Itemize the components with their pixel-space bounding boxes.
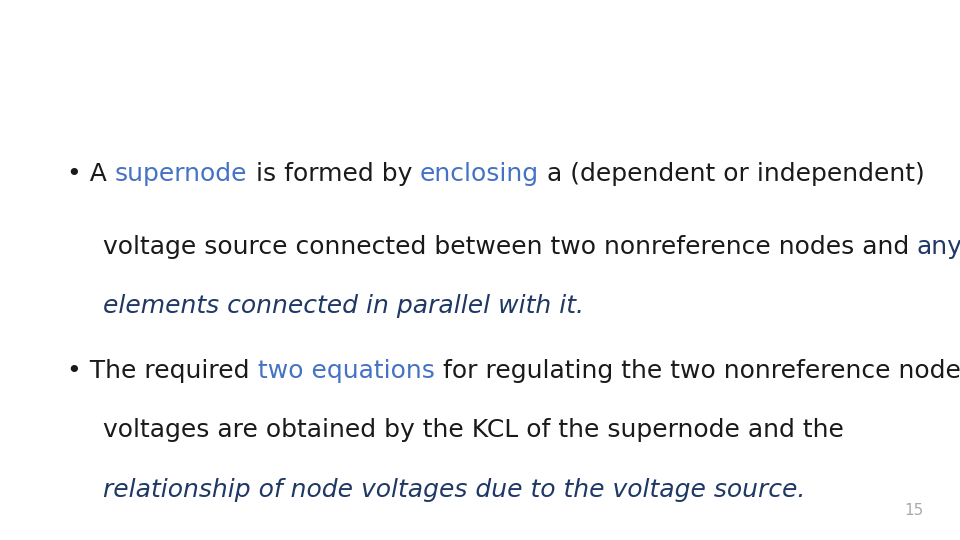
Text: enclosing: enclosing <box>420 162 540 186</box>
Text: is formed by: is formed by <box>248 162 420 186</box>
Text: for regulating the two nonreference node: for regulating the two nonreference node <box>435 359 960 383</box>
Text: 15: 15 <box>904 503 924 518</box>
Text: relationship of node voltages due to the voltage source.: relationship of node voltages due to the… <box>103 478 805 502</box>
Text: voltages are obtained by the KCL of the supernode and the: voltages are obtained by the KCL of the … <box>103 418 844 442</box>
Text: supernode: supernode <box>115 162 248 186</box>
Text: a (dependent or independent): a (dependent or independent) <box>540 162 924 186</box>
Text: any: any <box>917 235 960 259</box>
Text: • The required: • The required <box>67 359 257 383</box>
Text: elements connected in parallel with it.: elements connected in parallel with it. <box>103 294 584 318</box>
Text: two equations: two equations <box>257 359 435 383</box>
Text: • A: • A <box>67 162 115 186</box>
Text: voltage source connected between two nonreference nodes and: voltage source connected between two non… <box>103 235 917 259</box>
